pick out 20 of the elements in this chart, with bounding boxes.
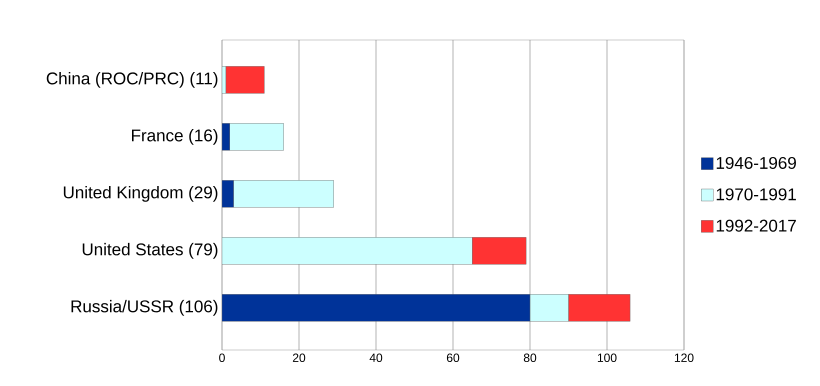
legend-label: 1970-1991 xyxy=(716,188,796,200)
y-tick-label: France (16) xyxy=(132,128,218,145)
bar xyxy=(233,180,334,208)
y-tick-label: Russia/USSR (106) xyxy=(72,300,218,316)
bar xyxy=(530,294,569,322)
x-tick-label: 60 xyxy=(446,354,460,362)
bar xyxy=(222,237,472,265)
x-tick-label: 0 xyxy=(219,354,225,362)
bar xyxy=(472,237,526,265)
x-tick-label: 120 xyxy=(674,354,694,362)
y-tick-label: United Kingdom (29) xyxy=(64,186,218,202)
legend-label: 1992-2017 xyxy=(716,220,796,232)
y-tick-label: China (ROC/PRC) (11) xyxy=(46,72,218,88)
x-tick-label: 40 xyxy=(370,354,382,362)
legend-label: 1946-1969 xyxy=(716,156,796,169)
x-tick-label: 80 xyxy=(524,354,536,362)
x-tick-label: 20 xyxy=(292,354,306,362)
y-tick-label: United States (79) xyxy=(82,242,218,259)
bar xyxy=(230,123,284,151)
x-tick-label: 100 xyxy=(598,354,617,362)
